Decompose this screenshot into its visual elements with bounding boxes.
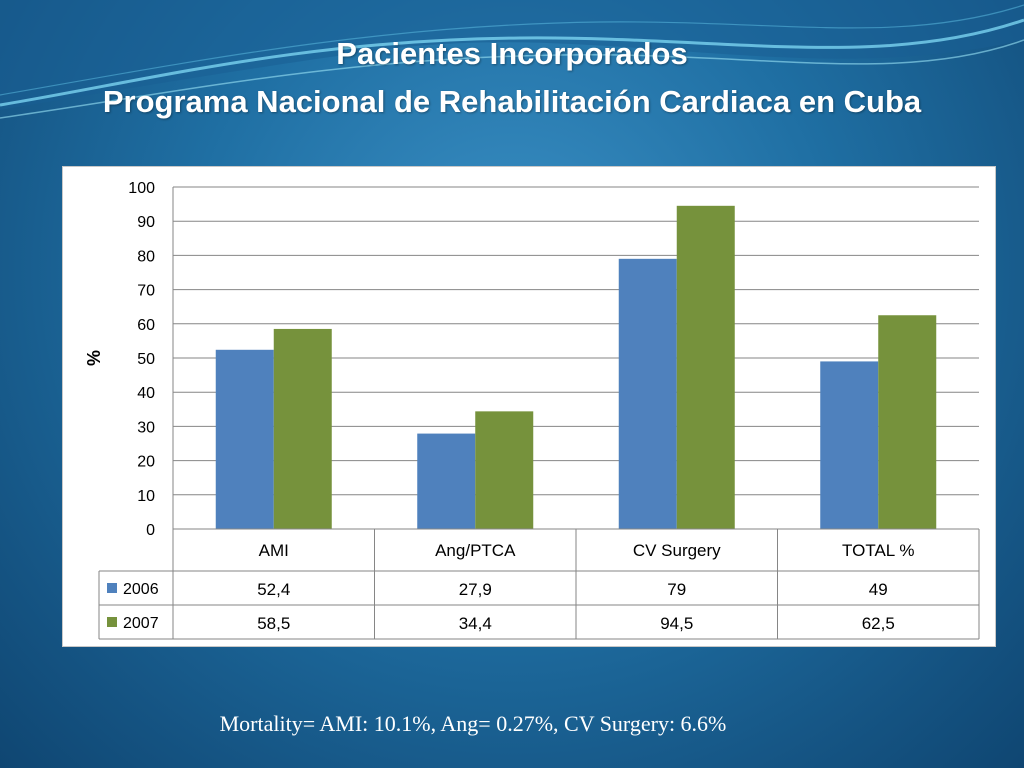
y-tick-label: 70 xyxy=(137,283,155,300)
y-tick-label: 0 xyxy=(146,522,155,539)
bar-2007-2 xyxy=(676,205,735,529)
y-tick-label: 40 xyxy=(137,385,155,402)
data-label: 49 xyxy=(869,580,888,599)
bar-2007-0 xyxy=(273,328,332,529)
data-label: 52,4 xyxy=(257,580,290,599)
x-category-label: TOTAL % xyxy=(842,541,914,560)
slide-title-line1: Pacientes Incorporados xyxy=(336,36,688,71)
legend-swatch-2006 xyxy=(107,583,117,593)
y-tick-label: 10 xyxy=(137,488,155,505)
bar-2006-0 xyxy=(215,349,274,529)
data-label: 58,5 xyxy=(257,614,290,633)
data-label: 79 xyxy=(667,580,686,599)
bar-2006-2 xyxy=(618,258,677,529)
bar-2006-1 xyxy=(417,433,476,529)
bar-2006-3 xyxy=(820,361,879,529)
legend-label: 2007 xyxy=(123,615,159,632)
data-label: 94,5 xyxy=(660,614,693,633)
x-category-label: CV Surgery xyxy=(633,541,721,560)
data-label: 62,5 xyxy=(862,614,895,633)
y-tick-label: 30 xyxy=(137,419,155,436)
bar-chart: 0 10 20 30 40 50 60 70 80 90 100% AMI Ang/PTCA CV Sur… xyxy=(84,180,980,640)
legend-label: 2006 xyxy=(123,581,159,598)
x-category-label: Ang/PTCA xyxy=(435,541,516,560)
chart-container: 0 10 20 30 40 50 60 70 80 90 100% AMI Ang/PTCA CV Sur… xyxy=(62,166,996,647)
data-label: 27,9 xyxy=(459,580,492,599)
decorative-waves xyxy=(0,0,1024,119)
y-tick-label: 60 xyxy=(137,317,155,334)
bar-2007-3 xyxy=(878,315,937,529)
y-tick-label: 20 xyxy=(137,454,155,471)
legend-swatch-2007 xyxy=(107,617,117,627)
mortality-footnote: Mortality= AMI: 10.1%, Ang= 0.27%, CV Su… xyxy=(219,711,727,736)
y-tick-label: 100 xyxy=(128,180,155,197)
bar-2007-1 xyxy=(475,411,534,529)
data-label: 34,4 xyxy=(459,614,492,633)
y-tick-label: 50 xyxy=(137,351,155,368)
y-axis-label: % xyxy=(84,350,104,366)
slide-title-line2: Programa Nacional de Rehabilitación Card… xyxy=(102,84,922,119)
y-tick-label: 90 xyxy=(137,214,155,231)
y-tick-label: 80 xyxy=(137,248,155,265)
x-category-label: AMI xyxy=(259,541,289,560)
